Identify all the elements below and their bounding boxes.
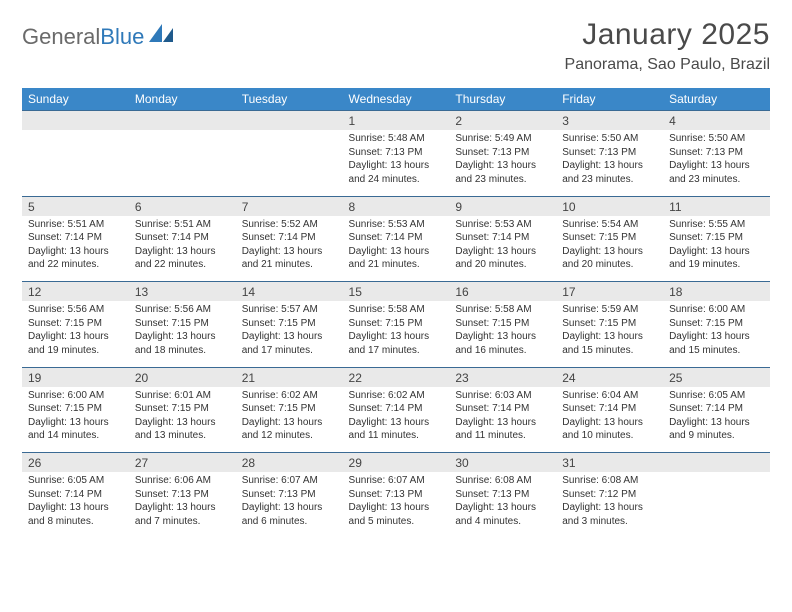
brand-text: GeneralBlue	[22, 24, 144, 50]
day-number: 23	[449, 367, 556, 387]
day-detail: Sunrise: 6:08 AMSunset: 7:12 PMDaylight:…	[556, 472, 663, 534]
location: Panorama, Sao Paulo, Brazil	[565, 56, 770, 74]
day-detail: Sunrise: 5:57 AMSunset: 7:15 PMDaylight:…	[236, 301, 343, 363]
daynum-row: 262728293031	[22, 453, 770, 473]
day-header: Thursday	[449, 88, 556, 111]
day-detail: Sunrise: 5:53 AMSunset: 7:14 PMDaylight:…	[449, 216, 556, 278]
day-number	[663, 453, 770, 473]
day-detail: Sunrise: 5:51 AMSunset: 7:14 PMDaylight:…	[129, 216, 236, 278]
day-number: 30	[449, 453, 556, 473]
calendar-table: Sunday Monday Tuesday Wednesday Thursday…	[22, 88, 770, 534]
brand-part1: General	[22, 24, 100, 49]
day-number: 1	[343, 111, 450, 131]
day-detail: Sunrise: 5:51 AMSunset: 7:14 PMDaylight:…	[22, 216, 129, 278]
day-number: 29	[343, 453, 450, 473]
day-detail: Sunrise: 6:08 AMSunset: 7:13 PMDaylight:…	[449, 472, 556, 534]
day-number: 21	[236, 367, 343, 387]
day-number: 12	[22, 282, 129, 302]
day-number: 6	[129, 196, 236, 216]
day-detail: Sunrise: 5:56 AMSunset: 7:15 PMDaylight:…	[129, 301, 236, 363]
day-number: 3	[556, 111, 663, 131]
day-detail	[129, 130, 236, 192]
day-detail: Sunrise: 5:55 AMSunset: 7:15 PMDaylight:…	[663, 216, 770, 278]
brand-part2: Blue	[100, 24, 144, 49]
day-detail: Sunrise: 5:48 AMSunset: 7:13 PMDaylight:…	[343, 130, 450, 192]
day-number: 20	[129, 367, 236, 387]
day-detail: Sunrise: 6:01 AMSunset: 7:15 PMDaylight:…	[129, 387, 236, 449]
day-number: 16	[449, 282, 556, 302]
day-detail: Sunrise: 5:59 AMSunset: 7:15 PMDaylight:…	[556, 301, 663, 363]
day-number	[236, 111, 343, 131]
day-number: 17	[556, 282, 663, 302]
day-number: 31	[556, 453, 663, 473]
day-detail	[236, 130, 343, 192]
day-detail: Sunrise: 6:02 AMSunset: 7:15 PMDaylight:…	[236, 387, 343, 449]
day-number: 10	[556, 196, 663, 216]
day-header: Wednesday	[343, 88, 450, 111]
day-number: 19	[22, 367, 129, 387]
day-detail: Sunrise: 5:58 AMSunset: 7:15 PMDaylight:…	[449, 301, 556, 363]
day-detail: Sunrise: 6:07 AMSunset: 7:13 PMDaylight:…	[343, 472, 450, 534]
brand-logo: GeneralBlue	[22, 18, 175, 50]
day-detail: Sunrise: 5:53 AMSunset: 7:14 PMDaylight:…	[343, 216, 450, 278]
day-number: 26	[22, 453, 129, 473]
detail-row: Sunrise: 5:51 AMSunset: 7:14 PMDaylight:…	[22, 216, 770, 278]
day-detail: Sunrise: 6:07 AMSunset: 7:13 PMDaylight:…	[236, 472, 343, 534]
day-number	[129, 111, 236, 131]
day-number: 4	[663, 111, 770, 131]
day-number: 25	[663, 367, 770, 387]
detail-row: Sunrise: 5:48 AMSunset: 7:13 PMDaylight:…	[22, 130, 770, 192]
sail-icon	[149, 24, 175, 49]
day-detail: Sunrise: 5:49 AMSunset: 7:13 PMDaylight:…	[449, 130, 556, 192]
month-title: January 2025	[565, 18, 770, 52]
day-detail: Sunrise: 5:58 AMSunset: 7:15 PMDaylight:…	[343, 301, 450, 363]
daynum-row: 12131415161718	[22, 282, 770, 302]
day-number: 7	[236, 196, 343, 216]
day-number: 27	[129, 453, 236, 473]
detail-row: Sunrise: 6:05 AMSunset: 7:14 PMDaylight:…	[22, 472, 770, 534]
day-number: 14	[236, 282, 343, 302]
day-header-row: Sunday Monday Tuesday Wednesday Thursday…	[22, 88, 770, 111]
day-detail: Sunrise: 6:00 AMSunset: 7:15 PMDaylight:…	[22, 387, 129, 449]
day-header: Friday	[556, 88, 663, 111]
day-header: Saturday	[663, 88, 770, 111]
day-detail: Sunrise: 5:50 AMSunset: 7:13 PMDaylight:…	[663, 130, 770, 192]
day-number: 18	[663, 282, 770, 302]
day-number: 11	[663, 196, 770, 216]
day-detail: Sunrise: 6:05 AMSunset: 7:14 PMDaylight:…	[22, 472, 129, 534]
day-detail: Sunrise: 6:06 AMSunset: 7:13 PMDaylight:…	[129, 472, 236, 534]
day-number: 8	[343, 196, 450, 216]
day-number: 13	[129, 282, 236, 302]
detail-row: Sunrise: 6:00 AMSunset: 7:15 PMDaylight:…	[22, 387, 770, 449]
day-number: 5	[22, 196, 129, 216]
day-detail: Sunrise: 6:03 AMSunset: 7:14 PMDaylight:…	[449, 387, 556, 449]
day-detail: Sunrise: 6:02 AMSunset: 7:14 PMDaylight:…	[343, 387, 450, 449]
header: GeneralBlue January 2025 Panorama, Sao P…	[22, 18, 770, 74]
day-detail: Sunrise: 6:05 AMSunset: 7:14 PMDaylight:…	[663, 387, 770, 449]
daynum-row: 1234	[22, 111, 770, 131]
day-detail: Sunrise: 5:50 AMSunset: 7:13 PMDaylight:…	[556, 130, 663, 192]
day-detail: Sunrise: 6:04 AMSunset: 7:14 PMDaylight:…	[556, 387, 663, 449]
day-detail: Sunrise: 5:56 AMSunset: 7:15 PMDaylight:…	[22, 301, 129, 363]
day-number: 2	[449, 111, 556, 131]
day-detail: Sunrise: 5:54 AMSunset: 7:15 PMDaylight:…	[556, 216, 663, 278]
day-detail: Sunrise: 5:52 AMSunset: 7:14 PMDaylight:…	[236, 216, 343, 278]
day-detail	[22, 130, 129, 192]
daynum-row: 19202122232425	[22, 367, 770, 387]
day-header: Monday	[129, 88, 236, 111]
day-number: 28	[236, 453, 343, 473]
day-header: Tuesday	[236, 88, 343, 111]
detail-row: Sunrise: 5:56 AMSunset: 7:15 PMDaylight:…	[22, 301, 770, 363]
day-detail: Sunrise: 6:00 AMSunset: 7:15 PMDaylight:…	[663, 301, 770, 363]
day-number: 15	[343, 282, 450, 302]
title-block: January 2025 Panorama, Sao Paulo, Brazil	[565, 18, 770, 74]
day-number	[22, 111, 129, 131]
day-number: 24	[556, 367, 663, 387]
daynum-row: 567891011	[22, 196, 770, 216]
day-number: 9	[449, 196, 556, 216]
day-detail	[663, 472, 770, 534]
day-number: 22	[343, 367, 450, 387]
day-header: Sunday	[22, 88, 129, 111]
